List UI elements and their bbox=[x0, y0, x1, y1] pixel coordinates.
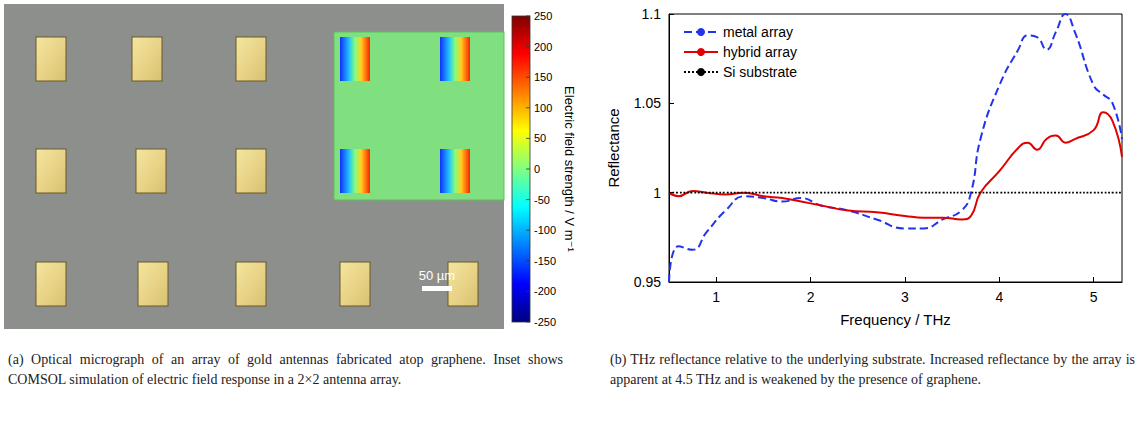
svg-text:50 µm: 50 µm bbox=[419, 268, 455, 283]
svg-text:-200: -200 bbox=[534, 285, 556, 297]
svg-text:2: 2 bbox=[807, 289, 815, 305]
svg-text:0.95: 0.95 bbox=[634, 274, 661, 290]
svg-text:1.05: 1.05 bbox=[634, 95, 661, 111]
svg-text:50: 50 bbox=[534, 132, 546, 144]
svg-text:hybrid array: hybrid array bbox=[723, 44, 797, 60]
svg-text:0: 0 bbox=[534, 163, 540, 175]
html-text:(b) THz reflectance relative t: (b) THz reflectance relative to the unde… bbox=[610, 352, 1135, 387]
svg-text:5: 5 bbox=[1090, 289, 1098, 305]
svg-text:-100: -100 bbox=[534, 224, 556, 236]
svg-text:1: 1 bbox=[712, 289, 720, 305]
svg-text:200: 200 bbox=[534, 41, 552, 53]
svg-text:metal array: metal array bbox=[723, 24, 793, 40]
svg-text:-250: -250 bbox=[534, 316, 556, 328]
svg-text:100: 100 bbox=[534, 102, 552, 114]
svg-text:4: 4 bbox=[995, 289, 1003, 305]
svg-text:Electric field strength / V m⁻: Electric field strength / V m⁻¹ bbox=[562, 86, 577, 252]
svg-text:Reflectance: Reflectance bbox=[605, 108, 622, 187]
svg-text:Frequency / THz: Frequency / THz bbox=[840, 311, 951, 328]
svg-text:-150: -150 bbox=[534, 255, 556, 267]
svg-text:Si substrate: Si substrate bbox=[723, 64, 797, 80]
html-text:(a) Optical micrograph of an a: (a) Optical micrograph of an array of go… bbox=[8, 352, 563, 387]
svg-text:3: 3 bbox=[901, 289, 909, 305]
svg-text:-50: -50 bbox=[534, 194, 550, 206]
svg-text:150: 150 bbox=[534, 71, 552, 83]
svg-text:1: 1 bbox=[653, 185, 661, 201]
svg-text:250: 250 bbox=[534, 10, 552, 22]
svg-text:1.1: 1.1 bbox=[642, 6, 662, 22]
